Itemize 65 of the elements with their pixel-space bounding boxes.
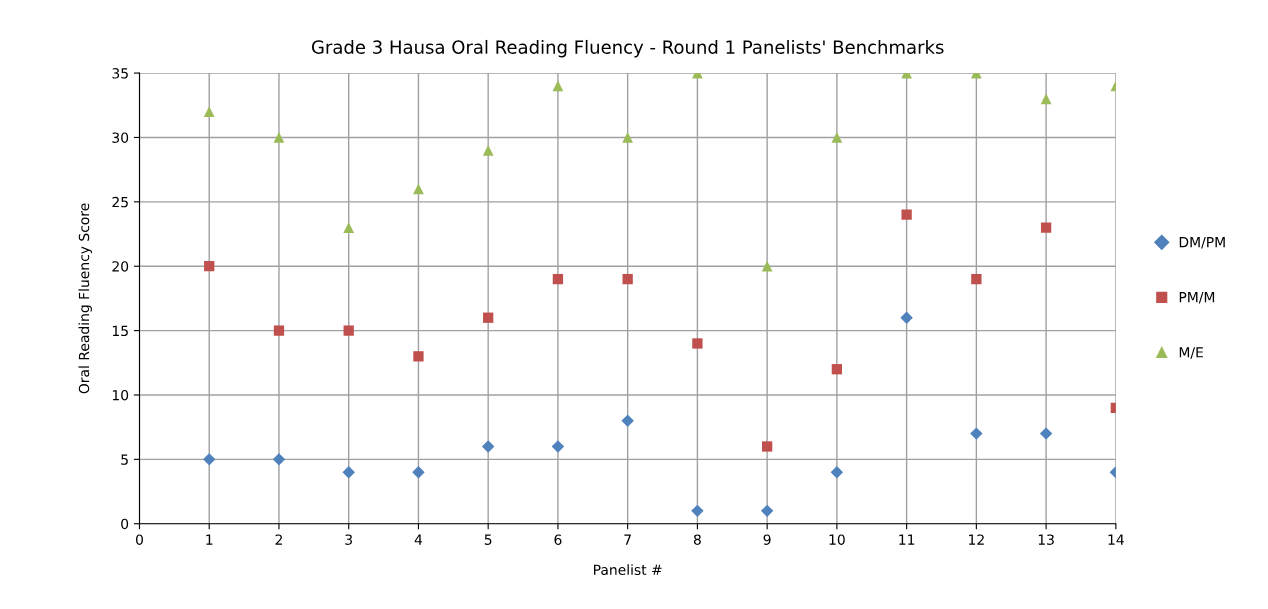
point [831, 364, 843, 375]
y-tick-label: 15 [112, 325, 128, 337]
point [760, 504, 774, 518]
point [413, 183, 424, 195]
y-axis-title: Oral Reading Fluency Score [78, 203, 92, 394]
point [971, 273, 982, 285]
legend-label: DM/PM [1179, 237, 1225, 249]
point [1040, 93, 1052, 105]
point [622, 132, 634, 143]
point [830, 466, 844, 479]
x-tick-label: 10 [829, 534, 845, 545]
x-tick-label: 1 [206, 534, 213, 545]
x-tick-label: 3 [345, 534, 353, 545]
y-tick-label: 0 [121, 518, 129, 530]
point [343, 222, 355, 233]
point [1040, 222, 1052, 233]
x-tick-label: 5 [484, 534, 492, 545]
y-tick-label: 20 [112, 261, 129, 272]
x-tick-label: 4 [414, 534, 423, 545]
point [273, 132, 285, 143]
x-tick-label: 2 [275, 534, 282, 545]
point [970, 427, 983, 440]
point [761, 441, 773, 452]
x-tick-label: 0 [135, 534, 143, 545]
y-tick-label: 35 [112, 68, 128, 79]
point [691, 504, 704, 518]
point [901, 209, 912, 220]
point [552, 80, 564, 92]
point [342, 466, 355, 479]
legend-label: M/E [1179, 347, 1203, 359]
y-tick-label: 30 [112, 132, 129, 143]
point [273, 325, 285, 336]
point [272, 453, 286, 466]
point [203, 106, 215, 118]
x-tick-label: 8 [693, 534, 701, 545]
x-tick-label: 14 [1108, 534, 1124, 545]
chart-title: Grade 3 Hausa Oral Reading Fluency - Round 1 Panelists' Benchmarks [311, 39, 944, 58]
point [343, 325, 354, 336]
y-tick-label: 10 [112, 389, 129, 401]
point [413, 351, 424, 362]
point [1039, 427, 1053, 440]
x-tick-label: 11 [899, 534, 915, 545]
x-tick-label: 7 [624, 534, 631, 545]
point [900, 311, 913, 324]
y-tick-label: 25 [112, 196, 128, 208]
point [482, 144, 494, 156]
x-tick-label: 13 [1038, 534, 1054, 545]
y-tick-label: 5 [121, 454, 128, 465]
x-tick-label: 6 [554, 534, 562, 545]
point [622, 273, 633, 285]
legend-label: PM/M [1179, 292, 1215, 304]
point [692, 338, 703, 349]
point [483, 312, 494, 323]
point [831, 132, 843, 143]
point [204, 261, 215, 272]
x-tick-label: 9 [763, 534, 771, 545]
point [203, 453, 216, 466]
point [481, 440, 495, 453]
x-tick-label: 12 [969, 534, 984, 545]
point [552, 273, 564, 285]
point [551, 440, 565, 453]
point [621, 414, 634, 427]
point [761, 260, 773, 272]
x-axis-title: Panelist # [593, 564, 662, 576]
point [412, 466, 425, 479]
